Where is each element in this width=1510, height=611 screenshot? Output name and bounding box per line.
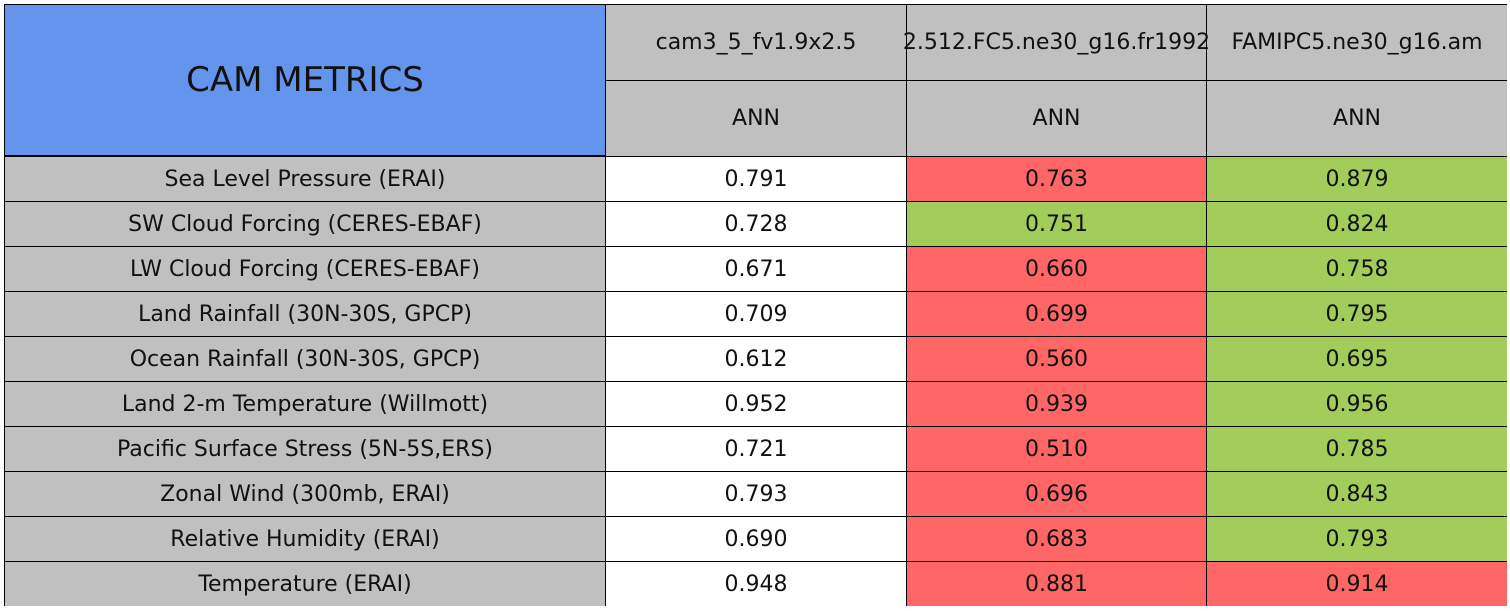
metric-value-cell: 0.791: [605, 156, 907, 202]
metric-value: 0.791: [724, 166, 788, 192]
metric-value-cell: 0.751: [906, 201, 1207, 247]
metric-value: 0.952: [724, 391, 788, 417]
metric-value: 0.939: [1025, 391, 1088, 417]
row-label-cell: Ocean Rainfall (30N-30S, GPCP): [4, 336, 606, 382]
row-label-cell: Pacific Surface Stress (5N-5S,ERS): [4, 426, 606, 472]
season-header-cell: ANN: [605, 80, 907, 157]
metric-value: 0.914: [1325, 571, 1389, 597]
metric-value: 0.793: [724, 481, 788, 507]
metric-value: 0.751: [1025, 211, 1088, 237]
metric-value-cell: 0.699: [906, 291, 1207, 337]
metrics-table: CAM METRICS cam3_5_fv1.9x2.5 ANN 2.512.FC5.…: [4, 4, 1507, 606]
row-label: Zonal Wind (300mb, ERAI): [160, 481, 450, 507]
metric-value-cell: 0.948: [605, 561, 907, 606]
metric-value-cell: 0.843: [1206, 471, 1507, 517]
metric-value: 0.510: [1025, 436, 1088, 462]
metric-value: 0.699: [1025, 301, 1088, 327]
column-header: 2.512.FC5.ne30_g16.fr1992: [902, 30, 1211, 55]
row-label: SW Cloud Forcing (CERES-EBAF): [128, 211, 482, 237]
metric-value: 0.763: [1025, 166, 1088, 192]
metric-value: 0.793: [1325, 526, 1389, 552]
metric-value: 0.824: [1325, 211, 1389, 237]
metric-value: 0.881: [1025, 571, 1088, 597]
metric-value-cell: 0.763: [906, 156, 1207, 202]
row-label: LW Cloud Forcing (CERES-EBAF): [129, 256, 481, 282]
metric-value: 0.660: [1025, 256, 1088, 282]
metric-value-cell: 0.660: [906, 246, 1207, 292]
metric-value-cell: 0.612: [605, 336, 907, 382]
metric-value: 0.758: [1325, 256, 1389, 282]
metric-value-cell: 0.956: [1206, 381, 1507, 427]
column-header-cell: FAMIPC5.ne30_g16.am: [1206, 4, 1507, 81]
column-header-cell: 2.512.FC5.ne30_g16.fr1992: [902, 4, 1211, 81]
metric-value: 0.690: [724, 526, 788, 552]
header-background: [906, 4, 1207, 81]
metric-value-cell: 0.824: [1206, 201, 1507, 247]
row-label-cell: Sea Level Pressure (ERAI): [4, 156, 606, 202]
metric-value: 0.728: [724, 211, 788, 237]
metric-value: 0.879: [1325, 166, 1389, 192]
metric-value-cell: 0.728: [605, 201, 907, 247]
metric-value: 0.612: [724, 346, 788, 372]
row-label-cell: LW Cloud Forcing (CERES-EBAF): [4, 246, 606, 292]
metric-value-cell: 0.709: [605, 291, 907, 337]
row-label: Ocean Rainfall (30N-30S, GPCP): [129, 346, 481, 372]
metric-value: 0.795: [1325, 301, 1389, 327]
metric-value: 0.785: [1325, 436, 1389, 462]
metric-value-cell: 0.560: [906, 336, 1207, 382]
metric-value-cell: 0.721: [605, 426, 907, 472]
metric-value-cell: 0.793: [1206, 516, 1507, 562]
column-header: FAMIPC5.ne30_g16.am: [1231, 30, 1483, 55]
metric-value-cell: 0.914: [1206, 561, 1507, 606]
metric-value-cell: 0.879: [1206, 156, 1507, 202]
season-header-cell: ANN: [1206, 80, 1507, 157]
metric-value: 0.696: [1025, 481, 1088, 507]
season-header-cell: ANN: [906, 80, 1207, 157]
row-label-cell: Land Rainfall (30N-30S, GPCP): [4, 291, 606, 337]
column-header: cam3_5_fv1.9x2.5: [655, 30, 857, 55]
column-header-cell: cam3_5_fv1.9x2.5: [605, 4, 907, 81]
row-label-cell: SW Cloud Forcing (CERES-EBAF): [4, 201, 606, 247]
metric-value: 0.956: [1325, 391, 1389, 417]
row-label: Temperature (ERAI): [198, 571, 412, 597]
row-label: Land 2-m Temperature (Willmott): [121, 391, 489, 417]
metric-value-cell: 0.881: [906, 561, 1207, 606]
season-header: ANN: [732, 106, 780, 131]
metric-value-cell: 0.939: [906, 381, 1207, 427]
metric-value-cell: 0.690: [605, 516, 907, 562]
row-label-cell: Zonal Wind (300mb, ERAI): [4, 471, 606, 517]
row-label: Sea Level Pressure (ERAI): [164, 166, 446, 192]
metric-value: 0.948: [724, 571, 788, 597]
metric-value: 0.560: [1025, 346, 1088, 372]
season-header: ANN: [1333, 106, 1381, 131]
table-title: CAM METRICS: [186, 60, 424, 100]
metric-value-cell: 0.683: [906, 516, 1207, 562]
season-header: ANN: [1032, 106, 1081, 131]
row-label: Relative Humidity (ERAI): [170, 526, 440, 552]
metric-value: 0.683: [1025, 526, 1088, 552]
row-label-cell: Land 2-m Temperature (Willmott): [4, 381, 606, 427]
metric-value-cell: 0.671: [605, 246, 907, 292]
metric-value-cell: 0.952: [605, 381, 907, 427]
row-label: Land Rainfall (30N-30S, GPCP): [138, 301, 472, 327]
row-label-cell: Relative Humidity (ERAI): [4, 516, 606, 562]
header-background: [1206, 4, 1507, 81]
metric-value-cell: 0.510: [906, 426, 1207, 472]
header-background: [605, 4, 907, 81]
metric-value-cell: 0.696: [906, 471, 1207, 517]
metric-value-cell: 0.785: [1206, 426, 1507, 472]
metric-value: 0.709: [724, 301, 788, 327]
metric-value: 0.843: [1325, 481, 1389, 507]
row-label: Pacific Surface Stress (5N-5S,ERS): [117, 436, 493, 462]
metric-value: 0.695: [1325, 346, 1389, 372]
metric-value-cell: 0.795: [1206, 291, 1507, 337]
table-title-cell: CAM METRICS: [4, 4, 606, 156]
metric-value-cell: 0.793: [605, 471, 907, 517]
metric-value: 0.721: [724, 436, 788, 462]
metric-value: 0.671: [724, 256, 788, 282]
row-label-cell: Temperature (ERAI): [4, 561, 606, 606]
metric-value-cell: 0.695: [1206, 336, 1507, 382]
metric-value-cell: 0.758: [1206, 246, 1507, 292]
